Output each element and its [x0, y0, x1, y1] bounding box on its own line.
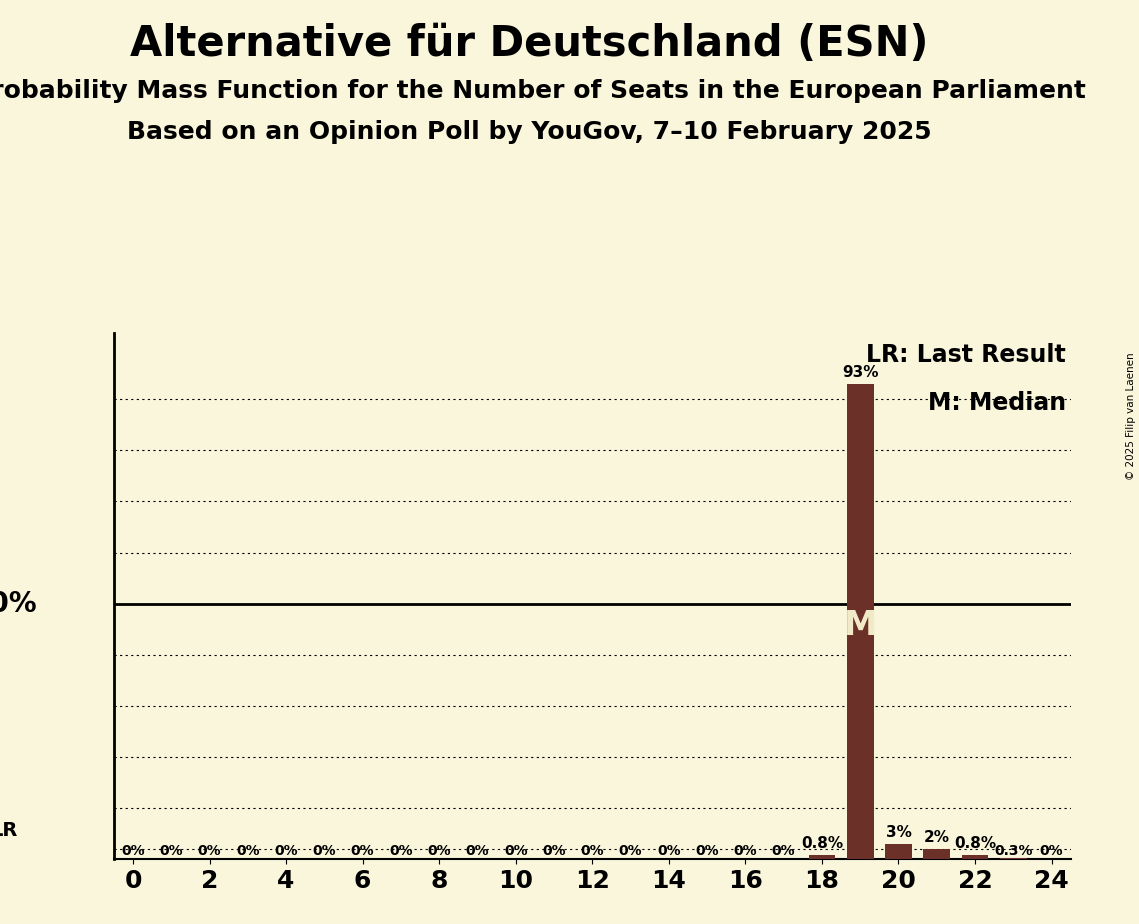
Text: Alternative für Deutschland (ESN): Alternative für Deutschland (ESN): [130, 23, 929, 65]
Text: 0%: 0%: [121, 844, 145, 857]
Text: 0%: 0%: [274, 844, 298, 857]
Text: Probability Mass Function for the Number of Seats in the European Parliament: Probability Mass Function for the Number…: [0, 79, 1087, 103]
Text: 0.8%: 0.8%: [801, 836, 843, 851]
Text: LR: Last Result: LR: Last Result: [866, 343, 1066, 367]
Text: 0%: 0%: [734, 844, 757, 857]
Bar: [924, 849, 950, 859]
Text: 0%: 0%: [312, 844, 336, 857]
Text: 0%: 0%: [466, 844, 490, 857]
Text: 93%: 93%: [842, 365, 878, 380]
Text: 0%: 0%: [581, 844, 604, 857]
Text: Based on an Opinion Poll by YouGov, 7–10 February 2025: Based on an Opinion Poll by YouGov, 7–10…: [128, 120, 932, 144]
Bar: [809, 856, 835, 859]
Bar: [885, 844, 912, 859]
Bar: [846, 383, 874, 859]
Text: LR: LR: [0, 821, 17, 840]
Bar: [1000, 857, 1026, 859]
Text: 0.3%: 0.3%: [994, 844, 1033, 857]
Text: 0.8%: 0.8%: [954, 836, 995, 851]
Text: 0%: 0%: [1040, 844, 1064, 857]
Text: 0%: 0%: [772, 844, 795, 857]
Text: 0%: 0%: [503, 844, 527, 857]
Text: 0%: 0%: [390, 844, 412, 857]
Text: 0%: 0%: [427, 844, 451, 857]
Text: 0%: 0%: [542, 844, 566, 857]
Text: M: Median: M: Median: [928, 391, 1066, 415]
Text: 0%: 0%: [695, 844, 719, 857]
Text: 0%: 0%: [198, 844, 221, 857]
Text: 0%: 0%: [159, 844, 183, 857]
Text: 3%: 3%: [885, 825, 911, 840]
Text: 0%: 0%: [657, 844, 681, 857]
Text: 50%: 50%: [0, 590, 38, 617]
Text: 0%: 0%: [618, 844, 642, 857]
Text: © 2025 Filip van Laenen: © 2025 Filip van Laenen: [1126, 352, 1136, 480]
Bar: [961, 856, 989, 859]
Text: 2%: 2%: [924, 830, 950, 845]
Text: 0%: 0%: [351, 844, 375, 857]
Text: M: M: [844, 609, 877, 642]
Text: 0%: 0%: [236, 844, 260, 857]
